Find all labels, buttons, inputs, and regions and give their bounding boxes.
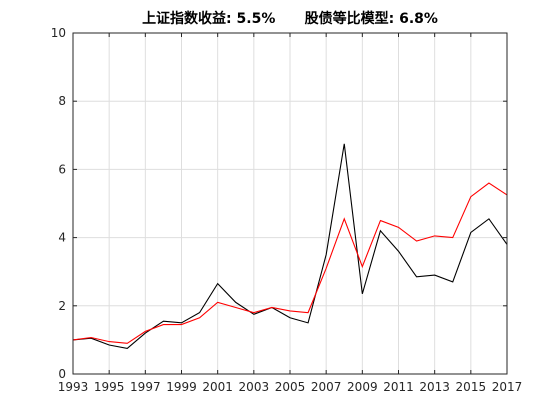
- series-layer: [72, 143, 508, 350]
- x-tick-label: 2015: [456, 380, 487, 394]
- series-line-red: [72, 182, 508, 344]
- x-tick-label: 2003: [239, 380, 270, 394]
- x-tick-label: 2017: [492, 380, 523, 394]
- y-tick-label: 10: [51, 26, 66, 40]
- grid: [72, 32, 508, 375]
- y-tick-label: 6: [58, 162, 66, 176]
- x-tick-label: 2011: [383, 380, 414, 394]
- y-tick-label: 4: [58, 231, 66, 245]
- x-tick-label: 2005: [275, 380, 306, 394]
- x-tick-label: 2007: [311, 380, 342, 394]
- x-tick-label: 2001: [202, 380, 233, 394]
- axis-ticks: 1993 1995 1997 1999 2001 2003 2005 2007 2009 2011…: [51, 26, 523, 394]
- y-tick-label: 2: [58, 299, 66, 313]
- y-tick-label: 0: [58, 367, 66, 381]
- x-tick-label: 1995: [94, 380, 125, 394]
- x-tick-label: 2009: [347, 380, 378, 394]
- x-tick-label: 2013: [419, 380, 450, 394]
- x-tick-label: 1999: [166, 380, 197, 394]
- x-tick-label: 1997: [130, 380, 161, 394]
- x-tick-label: 1993: [58, 380, 89, 394]
- chart-title: 上证指数收益: 5.5% 股债等比模型: 6.8%: [142, 10, 438, 27]
- y-tick-label: 8: [58, 94, 66, 108]
- series-line-black: [72, 143, 508, 350]
